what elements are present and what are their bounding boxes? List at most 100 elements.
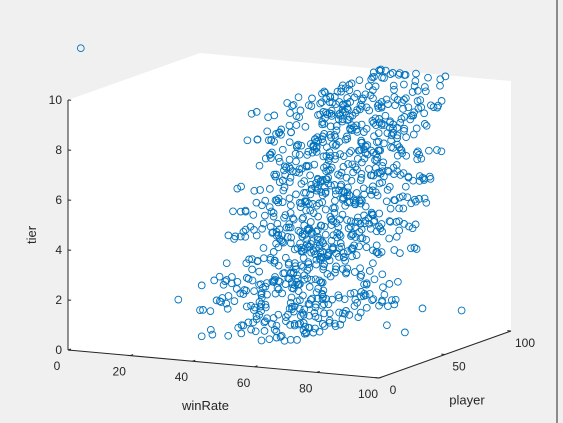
data-point bbox=[208, 330, 217, 339]
data-point bbox=[400, 96, 408, 104]
data-point bbox=[425, 146, 433, 155]
data-point bbox=[351, 197, 360, 205]
data-point bbox=[255, 280, 263, 289]
data-point bbox=[433, 146, 441, 154]
data-point bbox=[374, 250, 383, 258]
data-point bbox=[242, 302, 251, 311]
data-point bbox=[312, 186, 321, 195]
data-point bbox=[362, 243, 371, 252]
data-point bbox=[230, 297, 239, 305]
data-point bbox=[340, 295, 349, 304]
data-point bbox=[274, 154, 283, 162]
data-point bbox=[236, 207, 245, 216]
data-point bbox=[402, 94, 410, 103]
data-point bbox=[197, 332, 206, 341]
data-point bbox=[312, 255, 321, 264]
data-point bbox=[403, 193, 412, 202]
data-point bbox=[252, 108, 261, 116]
data-point bbox=[317, 221, 326, 230]
data-point bbox=[275, 178, 284, 186]
data-point bbox=[358, 158, 366, 167]
data-point bbox=[289, 214, 297, 223]
data-point bbox=[356, 308, 365, 317]
data-point bbox=[256, 302, 265, 311]
data-point bbox=[330, 208, 339, 217]
data-point bbox=[304, 199, 313, 208]
data-point bbox=[357, 96, 366, 105]
data-point bbox=[326, 122, 335, 131]
data-point bbox=[278, 231, 286, 240]
data-point bbox=[312, 300, 320, 309]
data-point bbox=[287, 268, 295, 277]
data-point bbox=[379, 158, 388, 167]
data-point bbox=[329, 231, 338, 240]
x-axis-label: winRate bbox=[181, 398, 229, 413]
data-point bbox=[280, 213, 288, 222]
data-point bbox=[401, 182, 410, 191]
data-point bbox=[366, 224, 375, 233]
data-point bbox=[332, 140, 341, 149]
data-point bbox=[347, 176, 356, 185]
data-point bbox=[375, 146, 383, 155]
data-point bbox=[361, 90, 370, 99]
data-point bbox=[335, 230, 344, 239]
data-point bbox=[250, 287, 258, 295]
data-point bbox=[285, 304, 294, 313]
data-point bbox=[345, 86, 354, 95]
data-point bbox=[322, 94, 331, 103]
data-point bbox=[223, 304, 232, 313]
data-point bbox=[267, 135, 276, 144]
data-point bbox=[336, 171, 344, 180]
data-point bbox=[357, 145, 366, 154]
data-point bbox=[283, 233, 292, 241]
data-point bbox=[285, 178, 294, 186]
data-point bbox=[393, 131, 402, 140]
data-point bbox=[355, 197, 364, 205]
data-point bbox=[317, 256, 325, 264]
data-point bbox=[338, 115, 347, 123]
data-point bbox=[347, 79, 356, 88]
data-point bbox=[398, 149, 407, 158]
data-point bbox=[307, 248, 316, 257]
data-point bbox=[373, 153, 382, 162]
data-point bbox=[336, 182, 345, 191]
data-point bbox=[304, 299, 313, 308]
data-point bbox=[257, 336, 266, 345]
data-point bbox=[277, 236, 286, 244]
data-point bbox=[273, 219, 282, 228]
data-point bbox=[344, 105, 352, 114]
data-point bbox=[360, 211, 368, 220]
data-point bbox=[397, 146, 406, 155]
data-point bbox=[263, 279, 271, 287]
data-point bbox=[332, 126, 341, 135]
data-point bbox=[307, 184, 316, 193]
data-point bbox=[270, 275, 279, 284]
data-point bbox=[362, 279, 371, 288]
data-point bbox=[313, 133, 322, 142]
data-point bbox=[255, 297, 264, 306]
data-point bbox=[224, 292, 233, 300]
data-point bbox=[300, 188, 308, 197]
data-point bbox=[332, 122, 341, 130]
data-point bbox=[320, 300, 328, 309]
data-point bbox=[277, 331, 286, 340]
data-point bbox=[367, 75, 376, 84]
data-point bbox=[296, 203, 305, 211]
data-point bbox=[312, 138, 321, 146]
data-point bbox=[300, 177, 309, 185]
outlier-point bbox=[401, 328, 409, 337]
data-point bbox=[391, 295, 400, 304]
data-point bbox=[308, 200, 317, 208]
data-point bbox=[420, 120, 429, 128]
data-point bbox=[328, 295, 336, 304]
data-point bbox=[348, 252, 356, 261]
data-point bbox=[350, 241, 358, 250]
data-point bbox=[306, 140, 315, 148]
data-point bbox=[260, 327, 269, 335]
data-point bbox=[331, 322, 340, 331]
data-point bbox=[239, 227, 248, 236]
data-point bbox=[289, 268, 298, 277]
data-point bbox=[365, 165, 373, 173]
data-point bbox=[368, 296, 376, 304]
